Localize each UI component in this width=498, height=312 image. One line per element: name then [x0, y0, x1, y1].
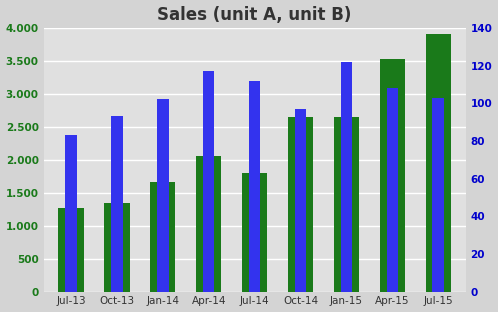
Bar [426, 35, 451, 292]
Bar [58, 208, 84, 292]
Bar [111, 116, 123, 292]
Bar [105, 203, 129, 292]
Bar [288, 117, 313, 292]
Bar [196, 156, 221, 292]
Title: Sales (unit A, unit B): Sales (unit A, unit B) [157, 6, 352, 23]
Bar [203, 71, 215, 292]
Bar [379, 59, 405, 292]
Bar [341, 62, 352, 292]
Bar [249, 80, 260, 292]
Bar [242, 173, 267, 292]
Bar [432, 98, 444, 292]
Bar [386, 88, 398, 292]
Bar [150, 182, 175, 292]
Bar [157, 100, 169, 292]
Bar [295, 109, 306, 292]
Bar [65, 135, 77, 292]
Bar [334, 117, 359, 292]
